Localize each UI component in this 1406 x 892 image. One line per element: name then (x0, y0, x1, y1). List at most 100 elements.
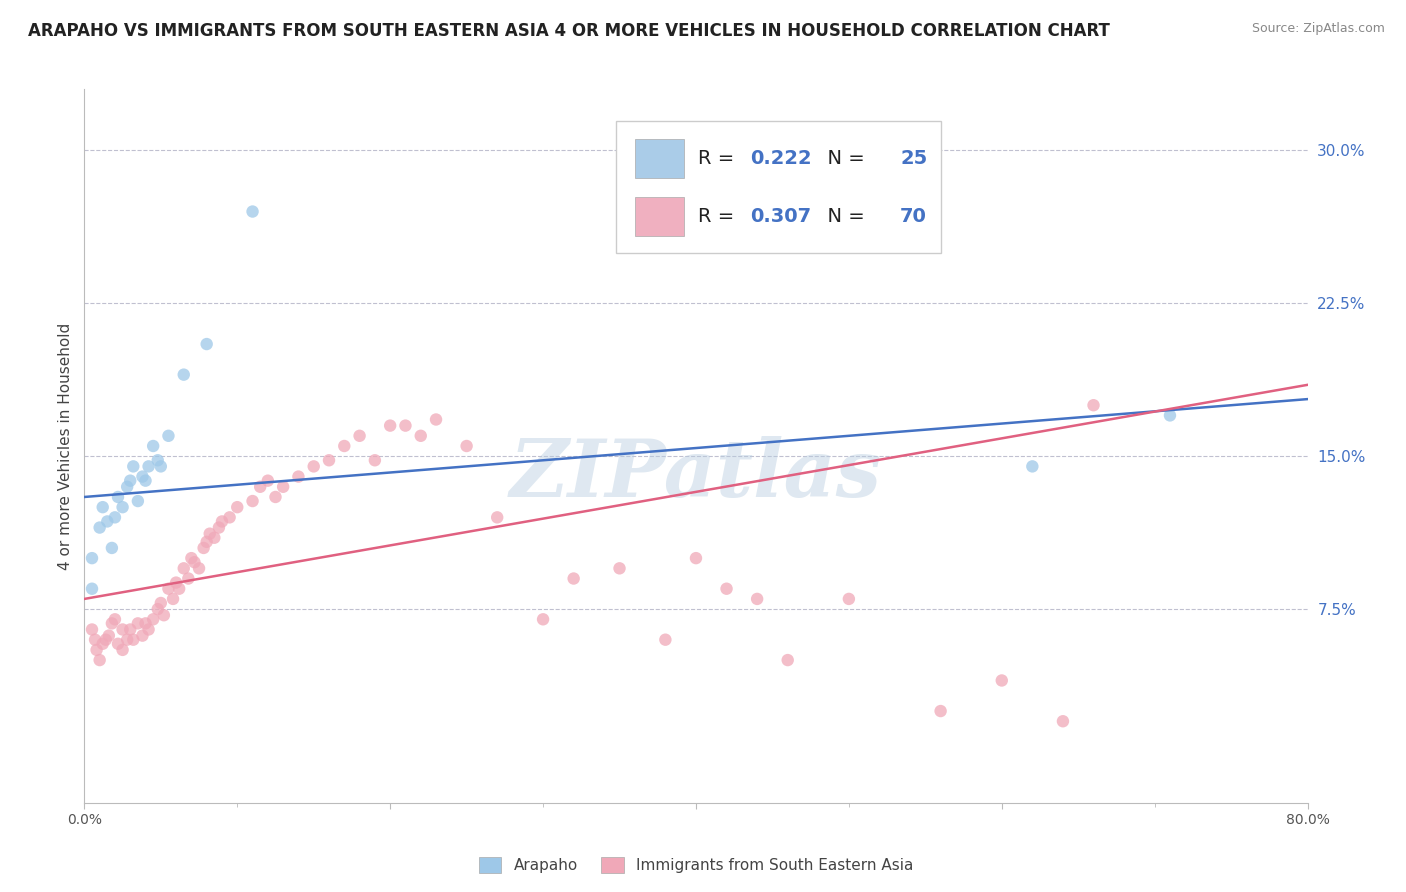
Point (86, 643, 108, 657)
Point (195, 534, 218, 549)
Point (287, 469, 309, 483)
Point (562, 572, 585, 586)
Point (104, 612, 127, 626)
Point (96, 515, 118, 529)
Point (80, 551, 103, 566)
Point (146, 453, 169, 467)
Point (380, 418, 402, 433)
Point (264, 490, 287, 504)
Y-axis label: 4 or more Vehicles in Household: 4 or more Vehicles in Household (58, 322, 73, 570)
Point (202, 531, 225, 545)
Point (177, 572, 200, 586)
Point (1083, 398, 1105, 412)
Point (1052, 714, 1074, 729)
Point (685, 551, 707, 566)
Point (131, 629, 153, 643)
Point (101, 616, 124, 631)
Point (456, 439, 478, 453)
Point (1159, 409, 1181, 423)
Point (157, 582, 180, 596)
Point (747, 591, 769, 606)
Point (193, 541, 215, 555)
Point (654, 632, 676, 647)
Point (80, 623, 103, 637)
Legend: Arapaho, Immigrants from South Eastern Asia: Arapaho, Immigrants from South Eastern A… (471, 849, 921, 880)
Point (142, 612, 165, 626)
Point (146, 602, 169, 616)
Point (716, 582, 738, 596)
Point (486, 510, 509, 524)
Point (208, 520, 231, 534)
Point (122, 459, 145, 474)
Point (249, 480, 271, 494)
FancyBboxPatch shape (636, 197, 683, 236)
Point (135, 616, 157, 631)
Point (89, 520, 111, 534)
Point (929, 704, 952, 718)
Point (180, 551, 202, 566)
Point (318, 453, 340, 467)
Point (149, 596, 172, 610)
Point (97, 629, 120, 643)
Point (165, 575, 187, 590)
Text: N =: N = (814, 207, 870, 226)
Point (149, 459, 172, 474)
Point (364, 453, 387, 467)
Point (162, 591, 184, 606)
Point (94, 632, 117, 647)
Point (333, 439, 356, 453)
Point (167, 582, 190, 596)
Point (115, 632, 138, 647)
Point (138, 459, 160, 474)
Text: 25: 25 (900, 149, 928, 168)
Point (153, 608, 176, 623)
Point (198, 526, 221, 541)
Point (131, 469, 153, 483)
Point (111, 500, 134, 515)
Point (302, 459, 325, 474)
Point (107, 637, 129, 651)
Text: 0.307: 0.307 (749, 207, 811, 226)
Point (91, 637, 114, 651)
Point (991, 673, 1014, 688)
Point (173, 561, 195, 575)
Point (271, 480, 294, 494)
Point (242, 494, 264, 508)
Point (80, 582, 103, 596)
Point (115, 480, 138, 494)
Point (211, 515, 233, 529)
Point (104, 510, 127, 524)
Point (142, 439, 165, 453)
FancyBboxPatch shape (636, 138, 683, 178)
Point (157, 429, 180, 443)
Point (349, 429, 371, 443)
Point (226, 500, 249, 515)
Point (84, 632, 107, 647)
Point (120, 623, 142, 637)
Point (89, 653, 111, 667)
Point (531, 612, 554, 626)
Point (257, 474, 280, 488)
Text: R =: R = (699, 149, 741, 168)
Text: ZIPatlas: ZIPatlas (510, 436, 882, 513)
Point (1021, 459, 1043, 474)
Point (195, 337, 218, 351)
Point (135, 474, 157, 488)
Text: 70: 70 (900, 207, 927, 226)
Text: R =: R = (699, 207, 741, 226)
Point (127, 616, 149, 631)
Point (394, 418, 416, 433)
Point (188, 561, 211, 575)
Point (122, 632, 145, 647)
Point (91, 500, 114, 515)
Point (609, 561, 631, 575)
Point (111, 623, 134, 637)
Text: 0.222: 0.222 (749, 149, 811, 168)
Point (838, 591, 860, 606)
Point (127, 494, 149, 508)
Point (425, 412, 447, 426)
Text: ARAPAHO VS IMMIGRANTS FROM SOUTH EASTERN ASIA 4 OR MORE VEHICLES IN HOUSEHOLD CO: ARAPAHO VS IMMIGRANTS FROM SOUTH EASTERN… (28, 22, 1109, 40)
Point (242, 204, 264, 219)
Point (111, 643, 134, 657)
Point (409, 429, 432, 443)
